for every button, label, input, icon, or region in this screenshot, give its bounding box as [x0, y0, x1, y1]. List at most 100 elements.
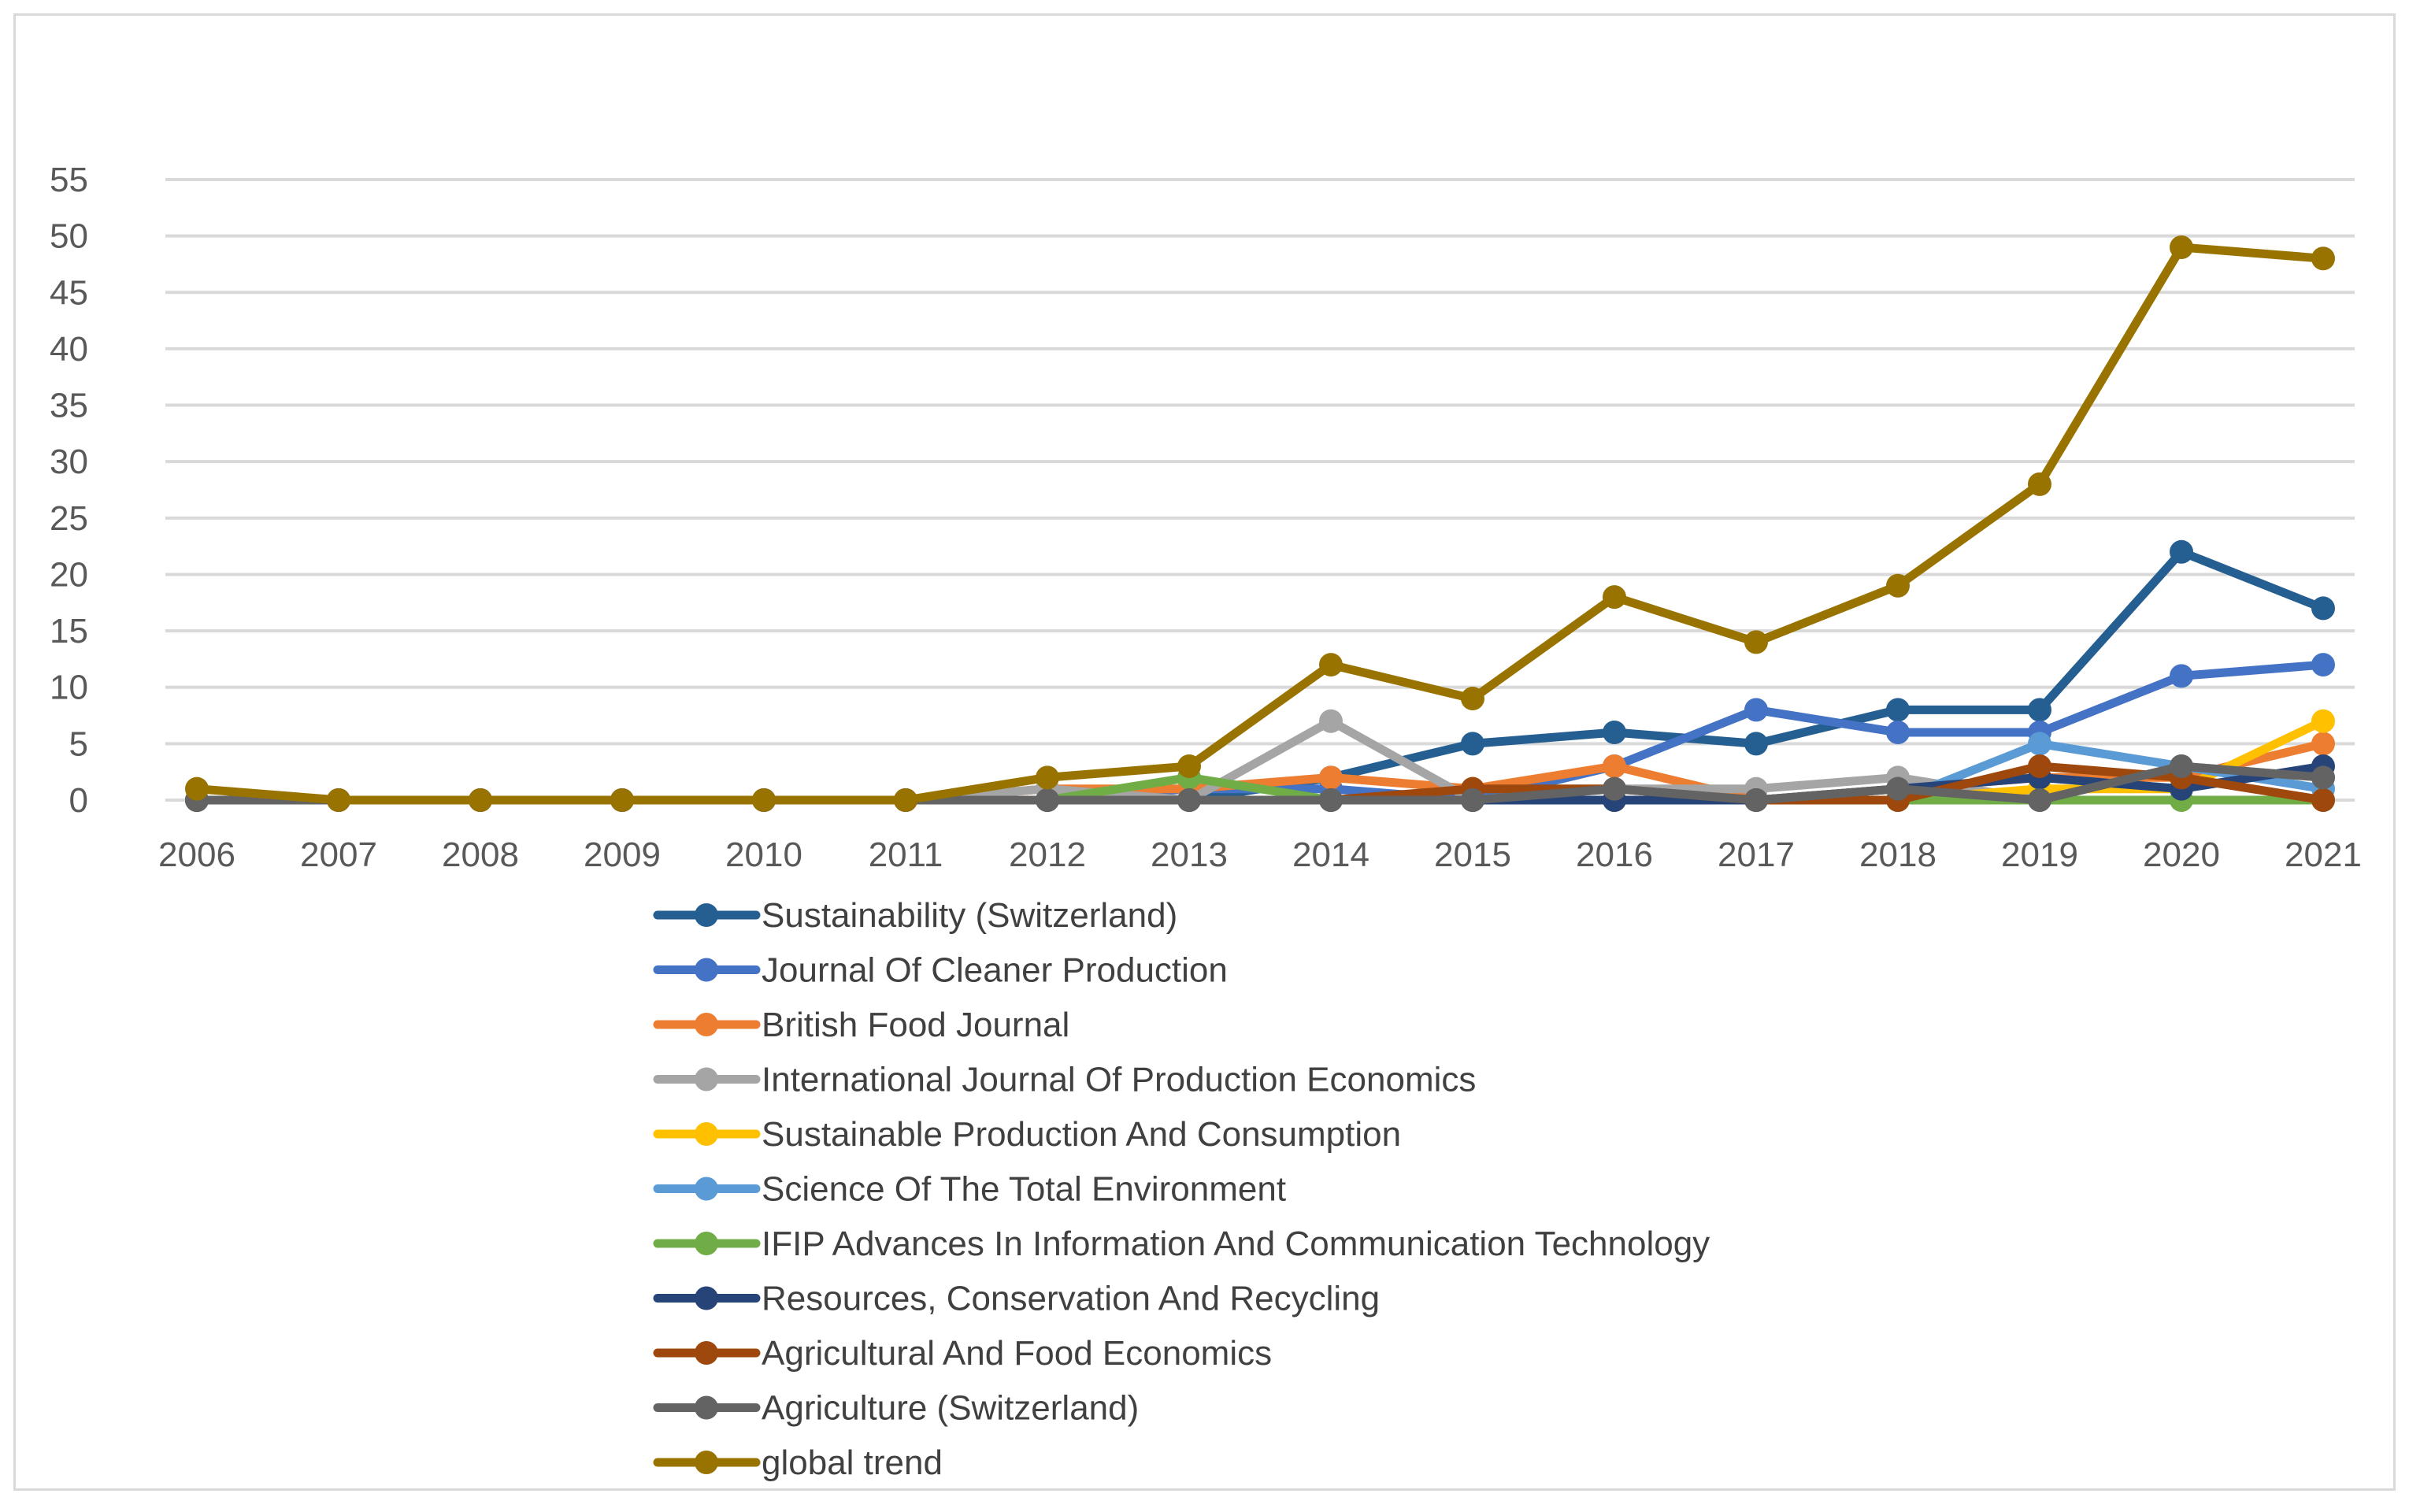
x-tick-label: 2006	[158, 836, 235, 874]
legend-marker	[695, 903, 718, 927]
legend-entry: Resources, Conservation And Recycling	[653, 1280, 1380, 1318]
series-line	[192, 243, 2328, 805]
y-tick-label: 0	[69, 781, 88, 820]
data-point	[1036, 765, 1059, 790]
y-tick-label: 15	[50, 612, 88, 650]
x-tick-label: 2012	[1009, 836, 1086, 874]
x-tick-label: 2009	[584, 836, 661, 874]
data-point	[2170, 235, 2193, 259]
x-axis-tick-labels: 2006 2007 2008 2009 2010 2011 2012 2013 2014 2015…	[158, 836, 2362, 874]
y-tick-label: 25	[50, 499, 88, 538]
legend-label: Sustainability (Switzerland)	[762, 896, 1177, 935]
legend-marker	[695, 1395, 718, 1420]
x-tick-label: 2014	[1292, 836, 1369, 874]
data-point	[1319, 653, 1343, 677]
legend-entry: Sustainability (Switzerland)	[653, 896, 1177, 935]
x-tick-label: 2008	[442, 836, 519, 874]
x-tick-label: 2007	[300, 836, 377, 874]
data-point	[1886, 776, 1910, 801]
y-tick-label: 35	[50, 387, 88, 425]
data-point	[2311, 653, 2335, 677]
data-point	[2028, 732, 2051, 756]
x-tick-label: 2016	[1576, 836, 1653, 874]
legend-entry: global trend	[653, 1443, 943, 1482]
legend-label: Resources, Conservation And Recycling	[762, 1280, 1380, 1318]
data-point	[2311, 709, 2335, 733]
legend-label: British Food Journal	[762, 1006, 1069, 1044]
legend-label: global trend	[762, 1443, 943, 1482]
data-point	[327, 788, 350, 812]
legend-marker	[695, 1013, 718, 1036]
data-point	[2170, 539, 2193, 564]
y-tick-label: 55	[50, 161, 88, 199]
legend: Sustainability (Switzerland) Journal Of C…	[653, 896, 1710, 1482]
data-point	[2311, 246, 2335, 271]
data-point	[2170, 664, 2193, 688]
data-point	[1603, 776, 1626, 801]
data-point	[1886, 698, 1910, 722]
legend-label: Agricultural And Food Economics	[762, 1334, 1272, 1373]
legend-entry: International Journal Of Production Econ…	[653, 1061, 1476, 1099]
series-10	[185, 235, 2335, 812]
data-point	[1603, 721, 1626, 745]
x-tick-label: 2018	[1859, 836, 1936, 874]
data-point	[469, 788, 492, 812]
x-tick-label: 2010	[725, 836, 802, 874]
legend-marker	[695, 1177, 718, 1201]
y-tick-label: 45	[50, 273, 88, 312]
data-point	[1603, 585, 1626, 610]
legend-entry: Agriculture (Switzerland)	[653, 1389, 1139, 1428]
data-point	[1319, 788, 1343, 812]
legend-marker	[695, 1341, 718, 1365]
legend-entry: IFIP Advances In Information And Communi…	[653, 1225, 1710, 1263]
legend-marker	[695, 1286, 718, 1310]
data-point	[752, 788, 776, 812]
data-point	[1886, 573, 1910, 598]
legend-label: Science Of The Total Environment	[762, 1170, 1286, 1209]
y-tick-label: 30	[50, 443, 88, 481]
data-point	[2028, 472, 2051, 496]
legend-label: Agriculture (Switzerland)	[762, 1389, 1139, 1428]
data-point	[2028, 754, 2051, 779]
y-tick-label: 40	[50, 330, 88, 369]
y-axis-tick-labels: 0 5 10 15 20 25 30 35 40 45 50 55	[50, 161, 88, 820]
data-point	[2311, 596, 2335, 621]
data-point	[2028, 788, 2051, 812]
data-point	[1461, 732, 1484, 756]
data-point	[1886, 721, 1910, 745]
legend-label: Journal Of Cleaner Production	[762, 951, 1228, 990]
x-tick-label: 2017	[1718, 836, 1795, 874]
x-tick-label: 2013	[1151, 836, 1228, 874]
legend-marker	[695, 958, 718, 982]
data-point	[1744, 732, 1768, 756]
data-point	[185, 776, 209, 801]
data-point	[1461, 788, 1484, 812]
legend-entry: Agricultural And Food Economics	[653, 1334, 1272, 1373]
data-point	[1461, 687, 1484, 711]
legend-marker	[695, 1451, 718, 1474]
data-point	[1744, 788, 1768, 812]
data-point	[2311, 788, 2335, 812]
legend-marker	[695, 1067, 718, 1091]
data-point	[2170, 754, 2193, 779]
data-point	[2028, 698, 2051, 722]
legend-marker	[695, 1232, 718, 1255]
legend-entry: Science Of The Total Environment	[653, 1170, 1286, 1209]
x-tick-label: 2011	[869, 836, 943, 874]
data-point	[610, 788, 634, 812]
data-point	[2311, 732, 2335, 756]
data-point	[1744, 698, 1768, 722]
data-point	[1177, 754, 1201, 779]
data-point	[1603, 754, 1626, 779]
y-tick-label: 50	[50, 217, 88, 256]
x-tick-label: 2019	[2001, 836, 2078, 874]
legend-entry: British Food Journal	[653, 1006, 1069, 1044]
x-tick-label: 2021	[2285, 836, 2362, 874]
data-point	[1036, 788, 1059, 812]
legend-label: International Journal Of Production Econ…	[762, 1061, 1476, 1099]
data-point	[2311, 765, 2335, 790]
data-point	[894, 788, 917, 812]
x-tick-label: 2020	[2143, 836, 2220, 874]
data-point	[1319, 765, 1343, 790]
